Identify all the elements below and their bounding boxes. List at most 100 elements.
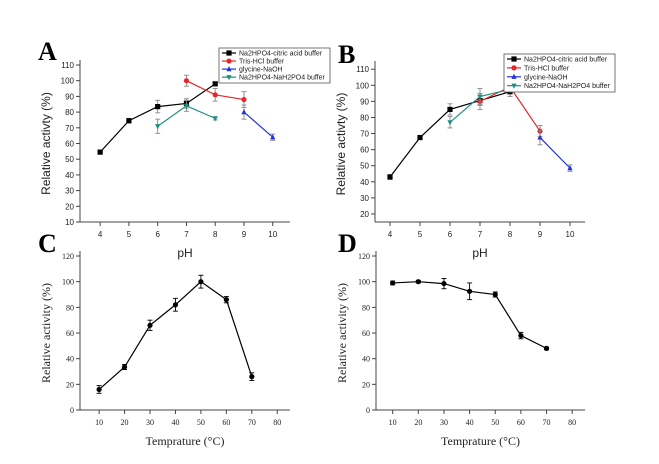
x-tick-label: 6 bbox=[448, 230, 453, 239]
x-tick-label: 70 bbox=[248, 418, 256, 427]
data-point bbox=[447, 120, 453, 126]
series-0 bbox=[96, 274, 255, 394]
legend-label: Na2HPO4-citric acid buffer bbox=[239, 51, 323, 58]
x-axis-label: Temprature (°C) bbox=[441, 434, 520, 448]
y-tick-label: 50 bbox=[360, 162, 369, 171]
y-tick-label: 50 bbox=[65, 155, 74, 164]
panel-a: A 10 20 30 40 50 60 70 80 90 100 110 4 5 6 7 8 9 10 pH Relat… bbox=[38, 37, 331, 260]
series-line bbox=[98, 280, 253, 390]
data-point bbox=[390, 280, 396, 286]
y-tick-label: 20 bbox=[362, 380, 370, 389]
data-point bbox=[126, 118, 132, 124]
y-tick-label: 0 bbox=[70, 406, 74, 415]
data-point bbox=[155, 104, 161, 110]
legend-marker bbox=[511, 56, 517, 62]
y-axis-label: Relative activity (%) bbox=[39, 283, 53, 383]
x-tick-label: 20 bbox=[121, 418, 129, 427]
x-tick-label: 4 bbox=[388, 230, 393, 239]
x-tick-label: 60 bbox=[222, 418, 230, 427]
y-tick-label: 20 bbox=[360, 210, 369, 219]
legend-marker bbox=[226, 66, 232, 72]
data-point bbox=[183, 78, 190, 84]
x-tick-label: 5 bbox=[127, 230, 132, 239]
x-tick-label: 60 bbox=[517, 418, 525, 427]
data-point bbox=[537, 134, 543, 140]
data-point bbox=[270, 134, 276, 140]
y-tick-label: 20 bbox=[65, 202, 74, 211]
x-axis-label: pH bbox=[472, 246, 487, 260]
data-point bbox=[183, 103, 190, 109]
data-point bbox=[212, 92, 218, 98]
x-tick-label: 80 bbox=[273, 418, 281, 427]
x-tick-label: 50 bbox=[197, 418, 205, 427]
y-tick-label: 40 bbox=[65, 171, 74, 180]
data-point bbox=[567, 165, 573, 171]
legend-marker bbox=[511, 83, 517, 89]
x-tick-label: 10 bbox=[566, 230, 575, 239]
x-axis-label: Temprature (°C) bbox=[146, 434, 225, 448]
series-2 bbox=[537, 129, 573, 172]
data-point bbox=[198, 279, 204, 285]
panel-b: B 20 30 40 50 60 70 80 90 100 110 4 5 6 7 8 9 10 pH Relativ… bbox=[334, 40, 616, 260]
y-tick-label: 120 bbox=[62, 252, 74, 261]
series-line bbox=[539, 137, 571, 169]
x-tick-label: 40 bbox=[466, 418, 474, 427]
legend-marker bbox=[511, 73, 517, 79]
y-tick-label: 80 bbox=[362, 303, 370, 312]
data-point bbox=[155, 124, 161, 130]
y-tick-label: 10 bbox=[65, 218, 74, 227]
legend-label: glycine-NaOH bbox=[524, 74, 568, 81]
y-axis-label: Relative activty (%) bbox=[39, 92, 53, 195]
series-2 bbox=[241, 104, 276, 141]
panel-d: D 0 20 40 60 80 100 120 10 20 30 40 50 60 70 80 Tempratu… bbox=[335, 229, 585, 448]
y-tick-label: 90 bbox=[65, 92, 74, 101]
x-tick-label: 30 bbox=[440, 418, 448, 427]
x-tick-label: 50 bbox=[491, 418, 499, 427]
y-tick-label: 60 bbox=[65, 140, 74, 149]
x-tick-label: 20 bbox=[414, 418, 422, 427]
series-0 bbox=[387, 86, 513, 180]
series-0 bbox=[390, 278, 550, 351]
y-tick-label: 60 bbox=[360, 146, 369, 155]
legend-box bbox=[503, 53, 616, 93]
y-tick-label: 40 bbox=[362, 355, 370, 364]
x-tick-label: 9 bbox=[242, 230, 247, 239]
data-point bbox=[97, 149, 103, 155]
y-tick-label: 0 bbox=[366, 406, 370, 415]
data-point bbox=[543, 345, 550, 351]
x-tick-label: 40 bbox=[171, 418, 179, 427]
y-axis-label: Relative activity (%) bbox=[335, 283, 349, 383]
y-tick-label: 60 bbox=[66, 329, 74, 338]
series-1 bbox=[183, 74, 247, 108]
y-tick-label: 110 bbox=[356, 65, 369, 74]
y-tick-label: 40 bbox=[66, 355, 74, 364]
x-tick-label: 10 bbox=[389, 418, 397, 427]
y-tick-label: 100 bbox=[61, 77, 75, 86]
data-point bbox=[415, 279, 421, 285]
legend-marker bbox=[226, 75, 232, 81]
data-point bbox=[492, 291, 498, 298]
legend-label: glycine-NaOH bbox=[239, 67, 283, 74]
data-point bbox=[518, 332, 524, 339]
legend-marker bbox=[226, 50, 232, 56]
x-tick-label: 30 bbox=[146, 418, 154, 427]
data-point bbox=[241, 109, 247, 115]
data-point bbox=[96, 386, 102, 393]
x-tick-label: 10 bbox=[95, 418, 103, 427]
legend-box bbox=[218, 47, 331, 84]
data-point bbox=[477, 94, 483, 100]
x-tick-label: 8 bbox=[508, 230, 513, 239]
legend-marker bbox=[226, 58, 232, 64]
y-tick-label: 40 bbox=[360, 178, 369, 187]
data-point bbox=[447, 106, 453, 113]
y-tick-label: 80 bbox=[66, 303, 74, 312]
y-tick-label: 100 bbox=[358, 278, 370, 287]
y-tick-label: 120 bbox=[358, 252, 370, 261]
y-tick-label: 110 bbox=[61, 61, 74, 70]
x-tick-label: 10 bbox=[268, 230, 277, 239]
data-point bbox=[467, 288, 473, 294]
panel-c: C 0 20 40 60 80 100 120 10 20 30 40 50 60 70 80 Tempratu… bbox=[38, 229, 290, 448]
data-point bbox=[223, 297, 229, 303]
